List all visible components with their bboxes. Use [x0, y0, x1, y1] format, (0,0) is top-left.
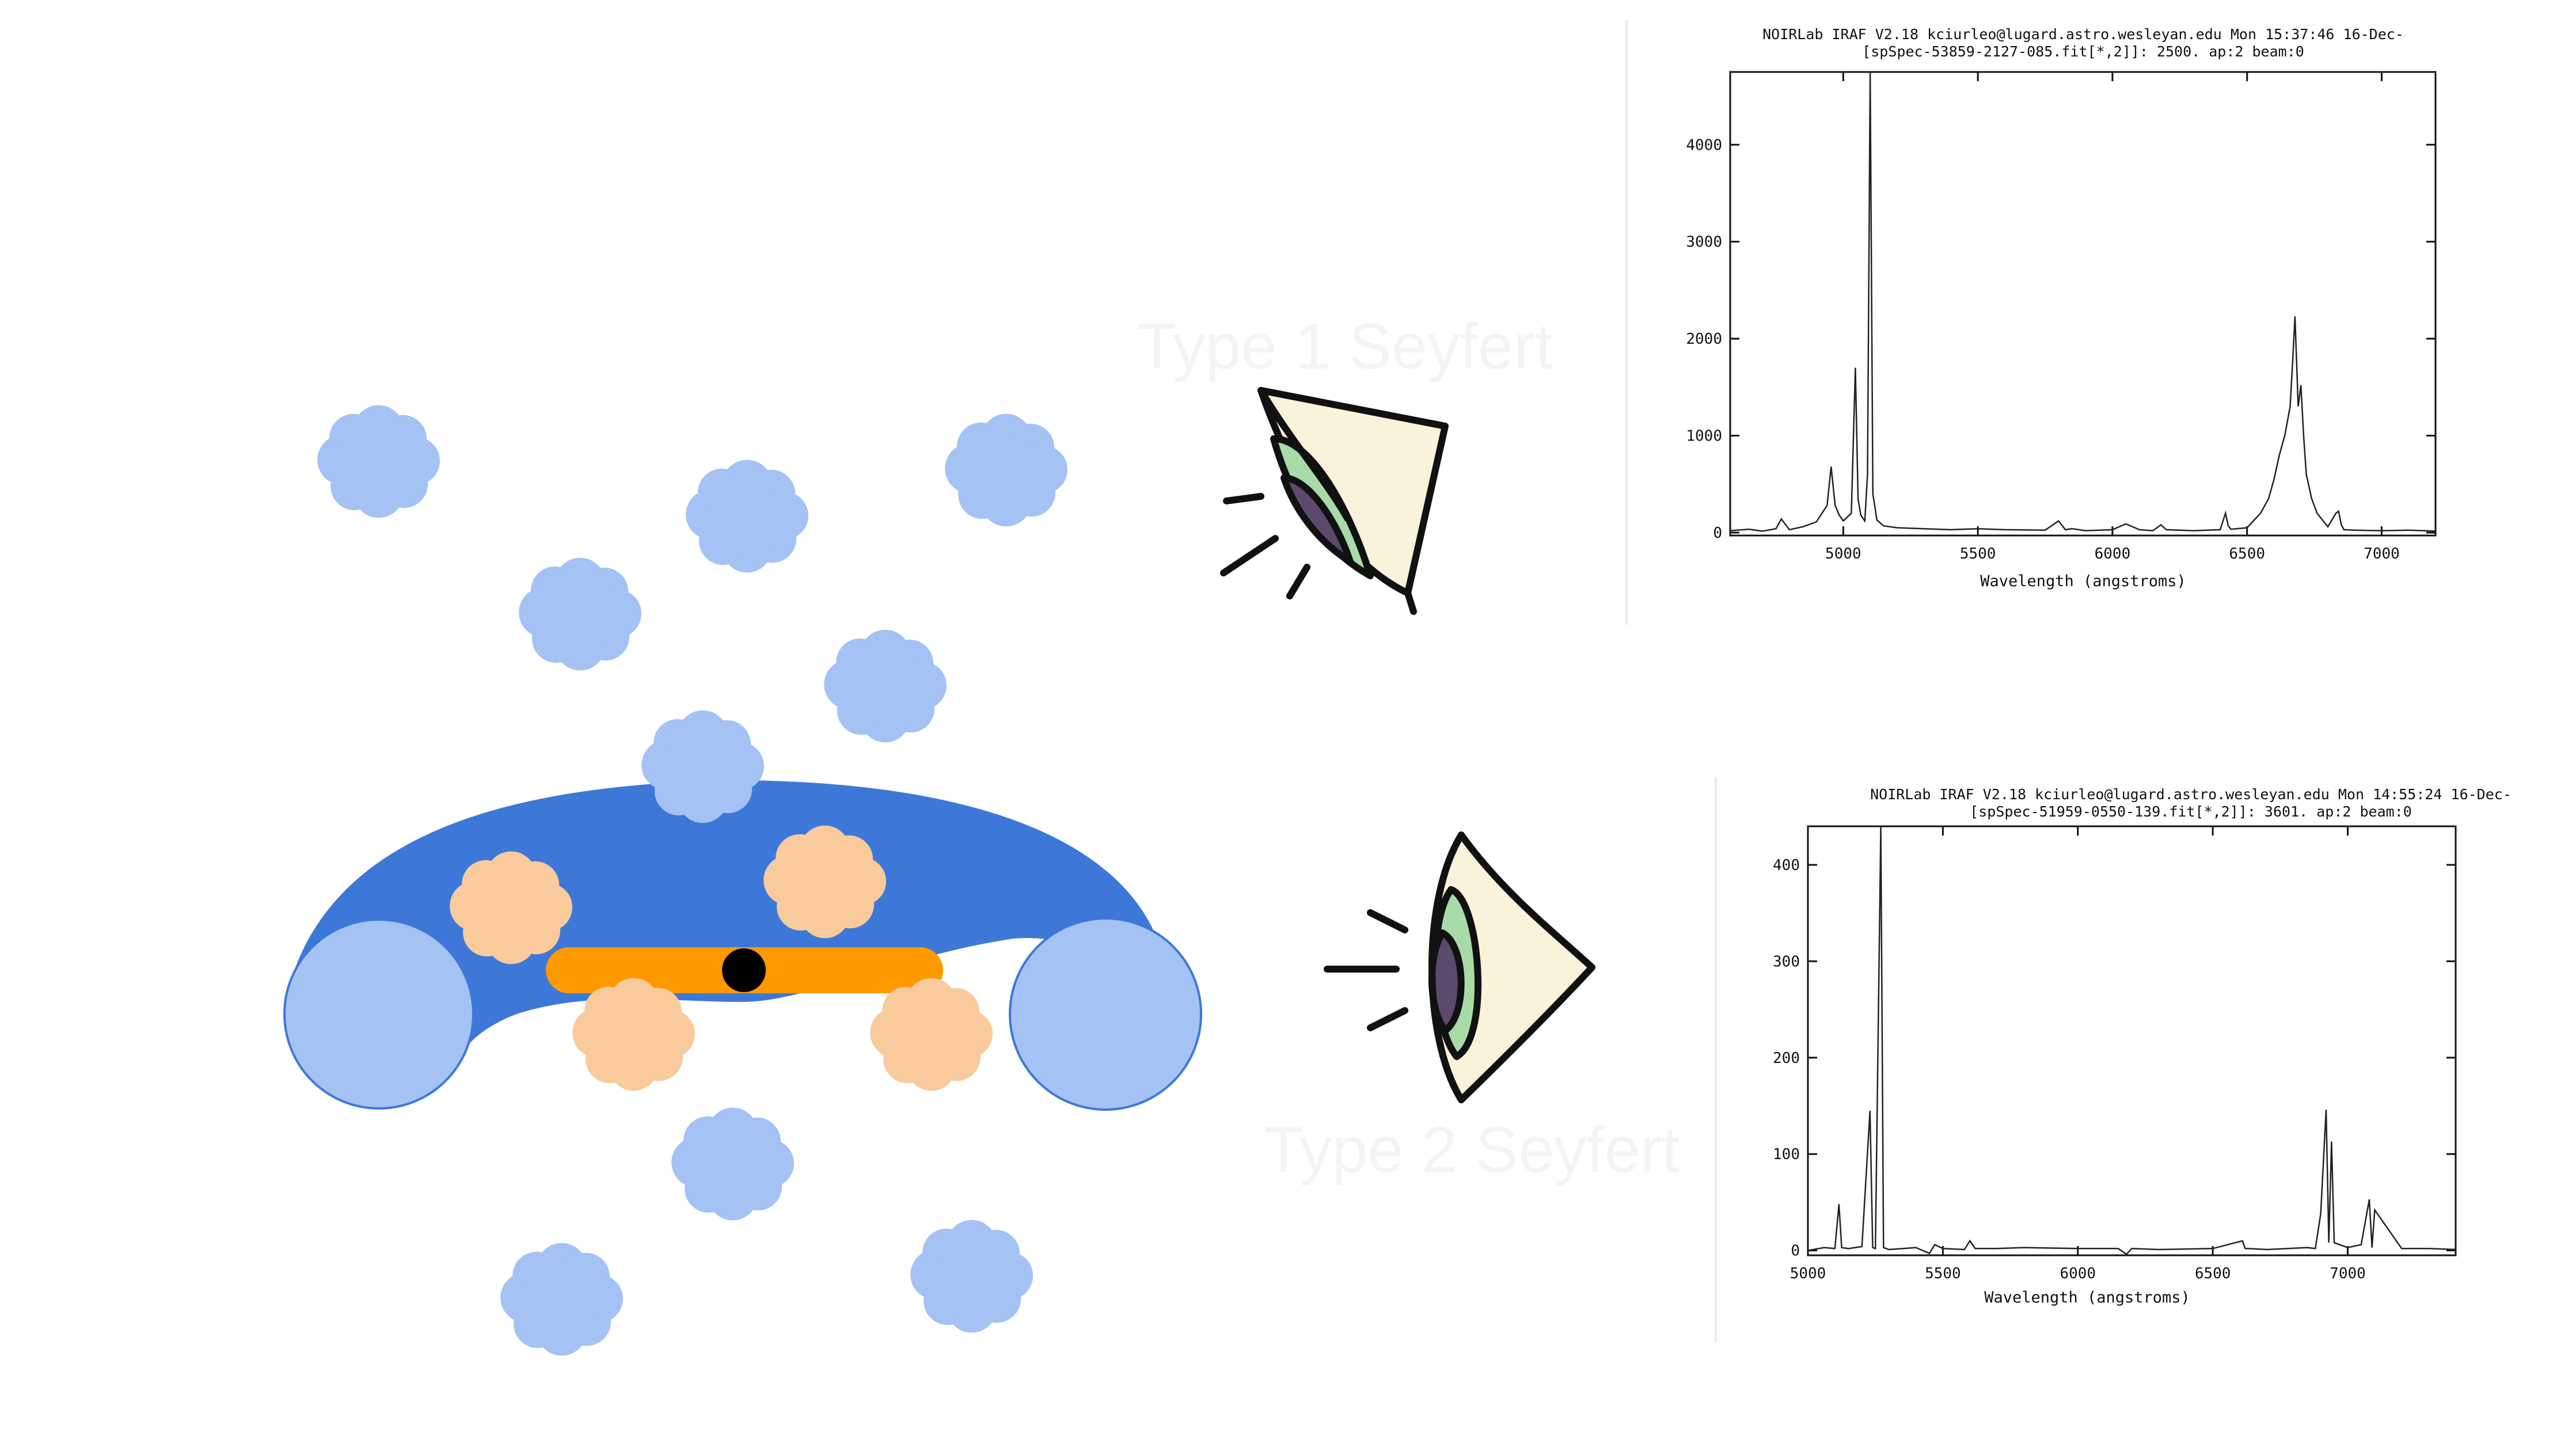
y-tick-label: 300	[1773, 953, 1800, 970]
y-tick-label: 100	[1773, 1146, 1800, 1163]
cloud-icon	[686, 460, 808, 573]
x-tick-label: 6000	[2060, 1265, 2096, 1282]
agn-diagram	[283, 405, 1202, 1356]
y-tick-label: 0	[1791, 1243, 1800, 1260]
type2-label: Type 2 Seyfert	[1264, 1114, 1680, 1186]
x-tick-label: 5000	[1825, 545, 1861, 563]
x-axis-label: Wavelength (angstroms)	[1984, 1289, 2190, 1307]
y-tick-label: 200	[1773, 1050, 1800, 1067]
cloud-icon	[671, 1107, 794, 1221]
eye-icon	[1324, 831, 1595, 1103]
x-tick-label: 5500	[1925, 1265, 1961, 1282]
chart-title: NOIRLab IRAF V2.18 kciurleo@lugard.astro…	[1870, 786, 2512, 803]
plot-frame	[1807, 825, 2457, 1256]
torus-right-end	[1009, 917, 1202, 1111]
spectrum-line	[1807, 826, 2456, 1255]
spectrum-chart-type2: NOIRLab IRAF V2.18 kciurleo@lugard.astro…	[1773, 786, 2512, 1307]
cloud-icon	[317, 405, 440, 518]
x-tick-label: 6500	[2229, 545, 2265, 563]
plot-frame	[1729, 71, 2437, 537]
y-tick-label: 4000	[1686, 136, 1722, 154]
cloud-icon	[824, 629, 947, 743]
chart-subtitle: [spSpec-51959-0550-139.fit[*,2]]: 3601. …	[1970, 803, 2412, 820]
x-tick-label: 5500	[1960, 545, 1996, 563]
chart-subtitle: [spSpec-53859-2127-085.fit[*,2]]: 2500. …	[1862, 43, 2304, 60]
cloud-icon	[870, 978, 993, 1091]
y-tick-label: 400	[1773, 857, 1800, 874]
dusty-torus	[288, 780, 1169, 1065]
y-tick-label: 0	[1713, 525, 1722, 542]
eye-icon	[1220, 387, 1449, 615]
cloud-icon	[519, 557, 641, 671]
torus-left-end	[283, 918, 474, 1110]
y-tick-label: 1000	[1686, 428, 1722, 445]
chart-title: NOIRLab IRAF V2.18 kciurleo@lugard.astro…	[1762, 26, 2404, 43]
x-axis-label: Wavelength (angstroms)	[1980, 572, 2186, 590]
spectrum-chart-type1: NOIRLab IRAF V2.18 kciurleo@lugard.astro…	[1686, 26, 2437, 590]
black-hole	[722, 948, 766, 992]
cloud-icon	[945, 413, 1067, 527]
x-tick-label: 6500	[2195, 1265, 2231, 1282]
spectrum-line	[1730, 71, 2436, 532]
x-tick-label: 5000	[1790, 1265, 1826, 1282]
x-tick-label: 7000	[2330, 1265, 2366, 1282]
x-tick-label: 6000	[2095, 545, 2131, 563]
type1-label: Type 1 Seyfert	[1137, 310, 1553, 382]
y-tick-label: 2000	[1686, 331, 1722, 348]
x-tick-label: 7000	[2364, 545, 2400, 563]
y-tick-label: 3000	[1686, 234, 1722, 251]
cloud-icon	[500, 1243, 623, 1356]
cloud-icon	[910, 1220, 1033, 1333]
